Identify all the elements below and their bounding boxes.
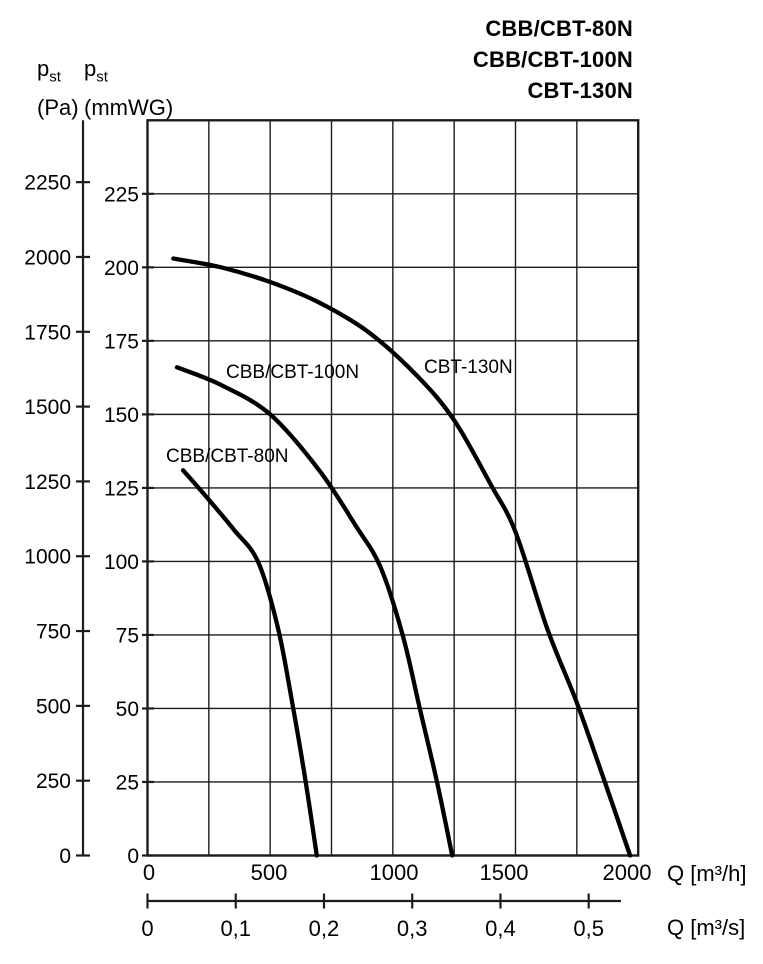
y-axis-symbol-pa: pst	[37, 56, 61, 86]
y-axis-unit-mmwg: (mmWG)	[84, 95, 174, 121]
x-axis-unit-m3h: Q [m³/h]	[667, 861, 747, 886]
mmwg-tick-label: 225	[104, 183, 139, 206]
x-tick-label-m3s: 0,5	[573, 916, 604, 941]
x-tick-label-m3s: 0,3	[397, 916, 428, 941]
x-tick-label-m3h: 1000	[370, 860, 419, 885]
x-tick-label-m3h: 0	[143, 860, 155, 885]
pa-tick-label: 0	[59, 845, 71, 868]
mmwg-tick-label: 150	[104, 404, 139, 427]
pa-tick-label: 750	[36, 621, 71, 644]
pa-tick-label: 1500	[24, 396, 71, 419]
y-axis-header-pa: pst (Pa)	[37, 53, 79, 123]
chart-title-line-3: CBT-130N	[527, 78, 633, 103]
mmwg-tick-label: 200	[104, 257, 139, 280]
x-tick-label-m3s: 0,4	[485, 916, 516, 941]
pa-tick-label: 2000	[24, 246, 71, 269]
curve-label-cbt-130n: CBT-130N	[424, 357, 513, 378]
y-axis-symbol-mmwg: pst	[84, 56, 108, 86]
mmwg-tick-label: 175	[104, 330, 139, 353]
mmwg-tick-label: 100	[104, 551, 139, 574]
y-axis-unit-pa: (Pa)	[37, 95, 79, 121]
curve-cbt-130n	[171, 256, 633, 858]
curve-label-cbb-cbt-100n: CBB/CBT-100N	[226, 362, 360, 383]
y-axis-header-mmwg: pst (mmWG)	[84, 53, 173, 123]
pa-tick-label: 1750	[24, 321, 71, 344]
mmwg-tick-label: 0	[127, 845, 139, 868]
x-tick-label-m3h: 2000	[603, 860, 652, 885]
pa-tick-label: 1000	[24, 546, 71, 569]
curve-cbb-cbt-80n	[180, 468, 319, 858]
pa-tick-label: 2250	[24, 172, 71, 195]
curve-cbb-cbt-100n	[174, 365, 455, 858]
chart-title-line-1: CBB/CBT-80N	[485, 16, 633, 41]
x-tick-label-m3s: 0,1	[220, 916, 251, 941]
mmwg-tick-label: 50	[116, 698, 139, 721]
x-axis-unit-m3s: Q [m³/s]	[667, 915, 746, 940]
mmwg-tick-label: 75	[116, 624, 139, 647]
x-tick-label-m3s: 0,2	[309, 916, 340, 941]
pa-tick-label: 500	[36, 695, 71, 718]
mmwg-tick-label: 125	[104, 477, 139, 500]
mmwg-tick-label: 25	[116, 771, 139, 794]
x-tick-label-m3h: 500	[251, 860, 288, 885]
x-tick-label-m3s: 0	[141, 916, 153, 941]
pa-tick-label: 250	[36, 770, 71, 793]
curve-label-cbb-cbt-80n: CBB/CBT-80N	[166, 446, 289, 467]
x-tick-label-m3h: 1500	[480, 860, 529, 885]
pa-tick-label: 1250	[24, 471, 71, 494]
chart-title: CBB/CBT-80N CBB/CBT-100N CBT-130N	[473, 13, 633, 106]
chart-title-line-2: CBB/CBT-100N	[472, 47, 633, 72]
